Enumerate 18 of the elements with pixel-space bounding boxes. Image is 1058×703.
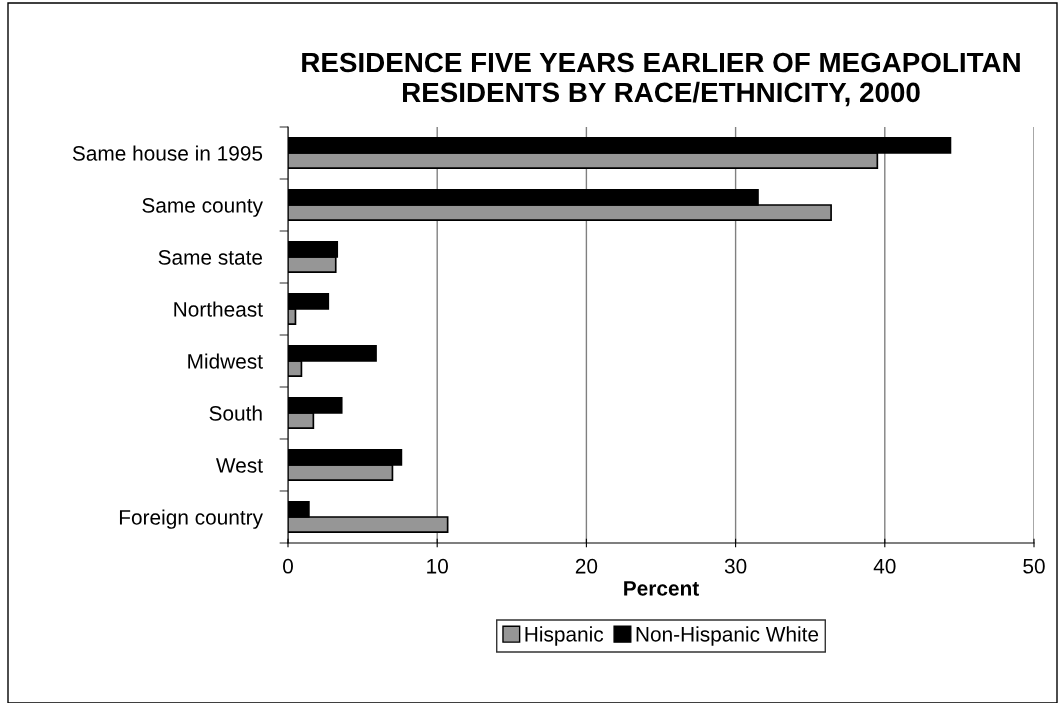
x-tick-label: 50	[1023, 558, 1045, 574]
y-tick-label: Same house in 1995	[72, 145, 263, 161]
legend-label: Non-Hispanic White	[636, 626, 819, 646]
y-tick-label: West	[216, 458, 263, 473]
chart-title: RESIDENCE FIVE YEARS EARLIER OF MEGAPOLITAN RESIDENTS BY RACE/ETHNICITY, 2000	[302, 52, 1020, 107]
x-tick-label: 10	[427, 558, 448, 574]
y-tick-label: Same state	[158, 250, 263, 265]
x-tick-label: 0	[283, 558, 293, 574]
y-tick-label: Foreign country	[119, 509, 263, 529]
x-tick-label: 20	[575, 558, 598, 574]
x-axis-title: Percent	[624, 581, 699, 596]
x-tick-label: 40	[873, 558, 896, 574]
y-tick-label: Same county	[142, 198, 263, 217]
legend-label: Hispanic	[525, 626, 604, 646]
y-tick-label: South	[209, 405, 262, 421]
y-tick-label: Northeast	[174, 301, 263, 317]
x-tick-label: 30	[724, 558, 747, 574]
y-tick-label: Midwest	[188, 353, 263, 369]
